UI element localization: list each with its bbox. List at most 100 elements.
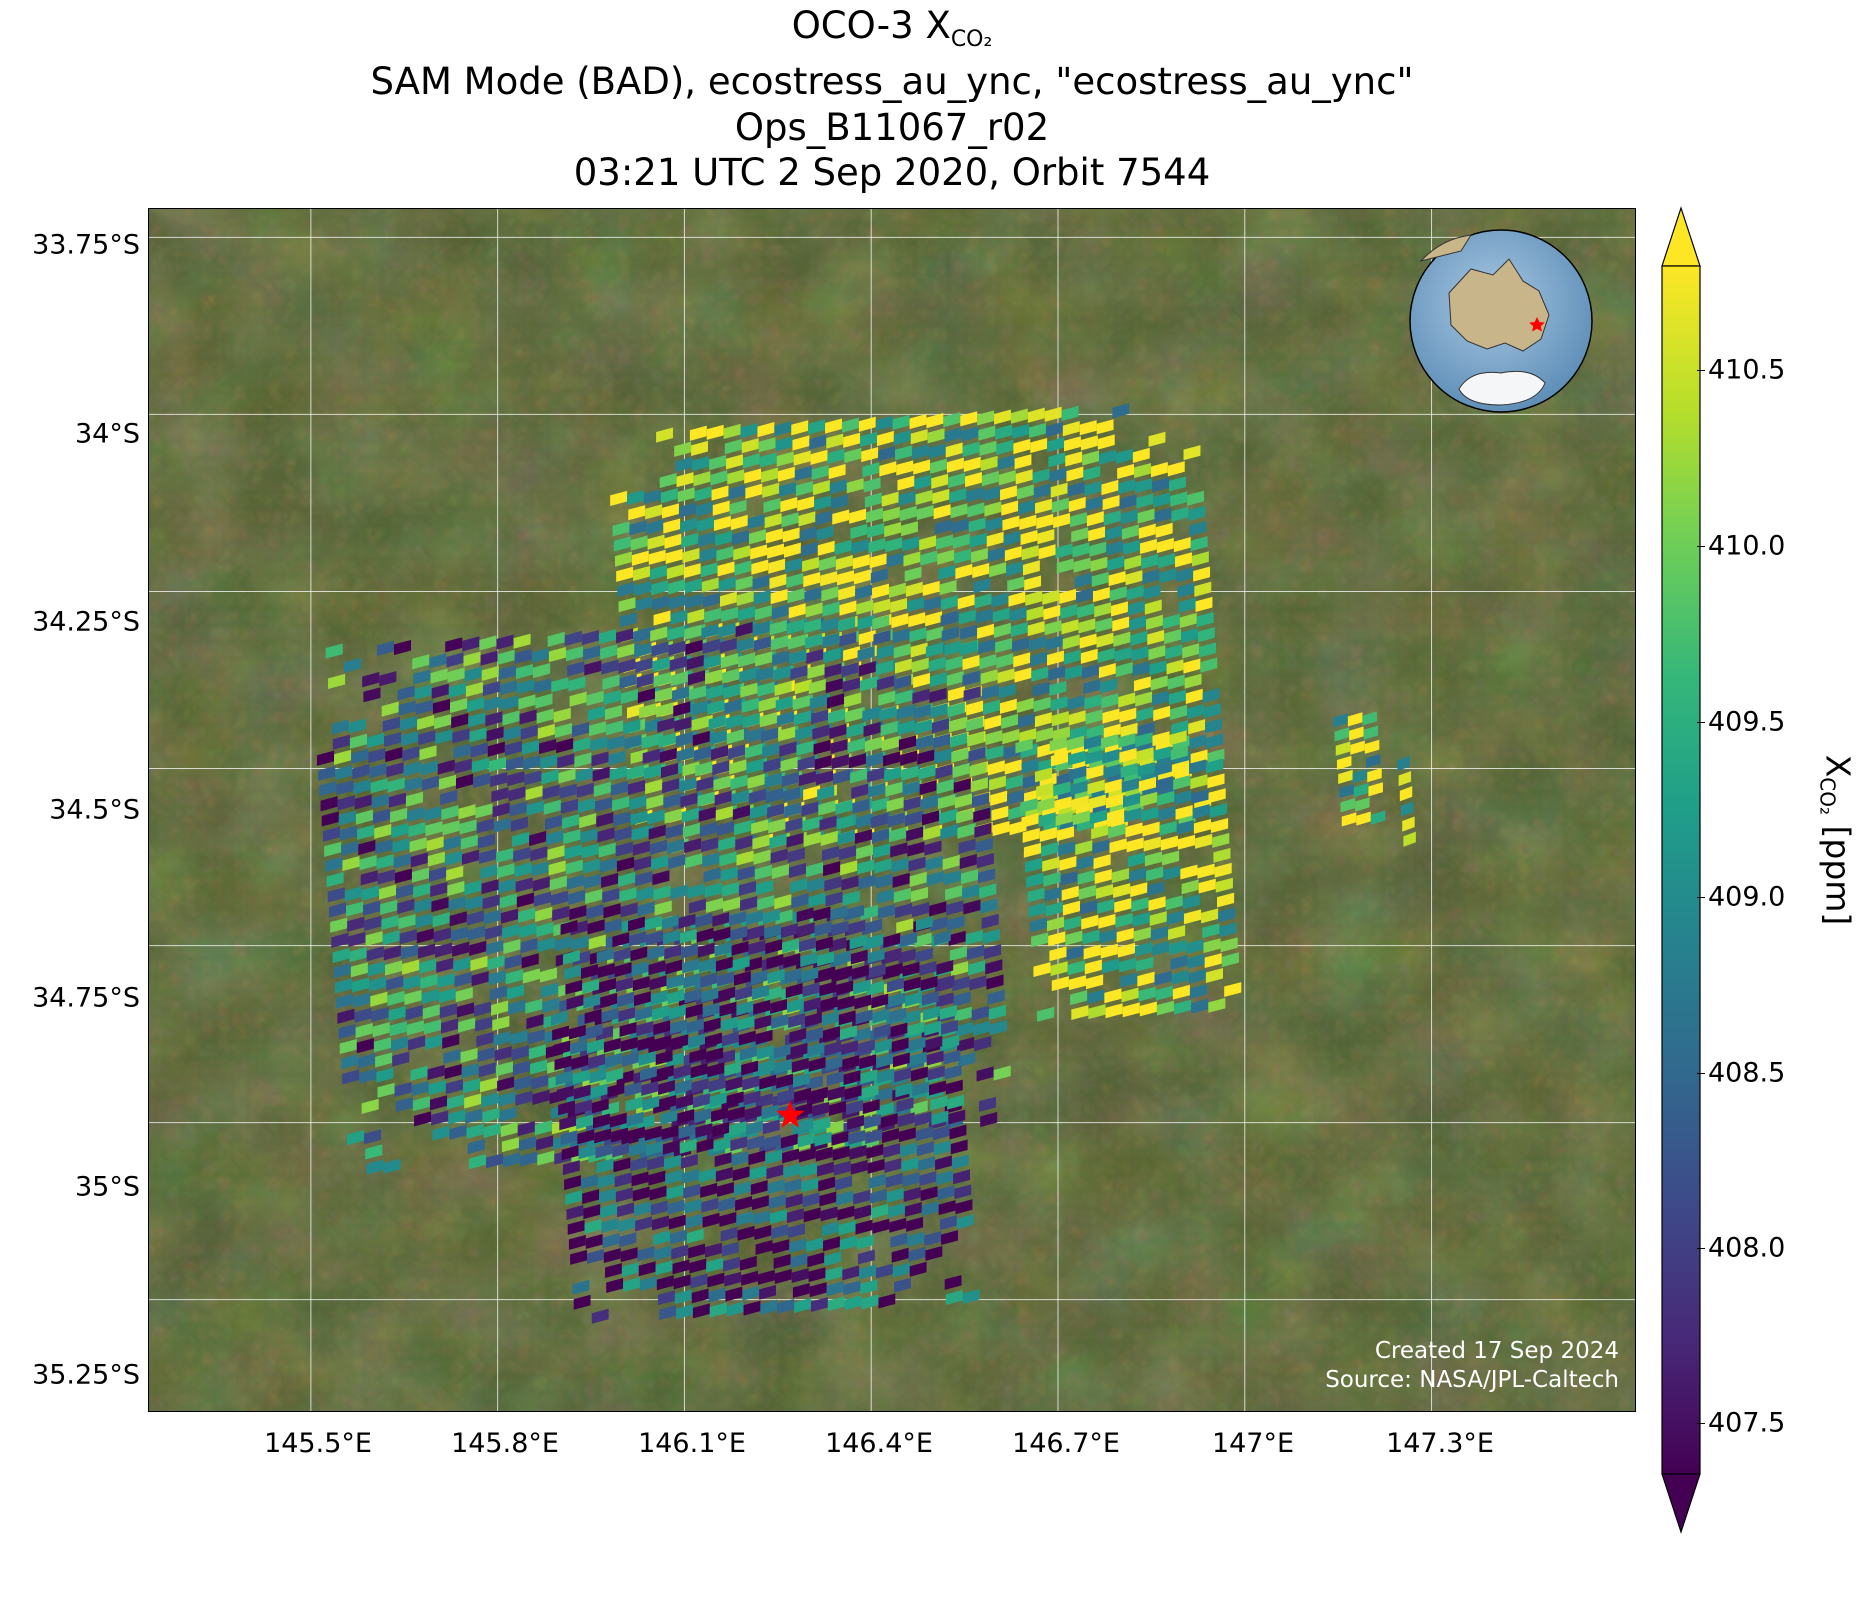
xco2-cell xyxy=(806,1237,824,1253)
xco2-cell xyxy=(1105,525,1122,541)
xco2-cell xyxy=(1079,420,1097,436)
xco2-cell xyxy=(750,1180,768,1196)
xco2-cell xyxy=(829,723,847,739)
xco2-cell xyxy=(660,762,679,779)
xco2-cell xyxy=(944,427,962,443)
xco2-cell xyxy=(797,496,815,512)
xco2-cell xyxy=(730,1136,748,1152)
xco2-cell xyxy=(1061,885,1079,901)
lat-tick-label: 33.75°S xyxy=(32,229,140,261)
xco2-cell xyxy=(858,416,876,432)
xco2-cell xyxy=(645,504,663,520)
xco2-cell xyxy=(892,628,910,644)
xco2-cell xyxy=(1045,635,1063,651)
xco2-cell xyxy=(879,705,897,721)
xco2-cell xyxy=(736,590,754,606)
xco2-cell xyxy=(805,1075,823,1091)
xco2-cell xyxy=(904,566,922,582)
xco2-cell xyxy=(723,896,741,913)
xco2-cell xyxy=(1138,523,1156,539)
xco2-cell xyxy=(794,465,812,481)
xco2-cell xyxy=(1203,938,1221,954)
xco2-cell xyxy=(1111,868,1129,884)
map-panel[interactable]: Created 17 Sep 2024 Source: NASA/JPL-Cal… xyxy=(148,208,1636,1412)
xco2-cell xyxy=(714,941,732,957)
xco2-cell xyxy=(665,823,683,839)
xco2-cell xyxy=(1165,644,1183,660)
xco2-cell xyxy=(951,961,969,977)
xco2-cell xyxy=(536,921,554,938)
xco2-cell xyxy=(811,1086,828,1102)
xco2-cell xyxy=(968,746,986,762)
xco2-cell xyxy=(727,1106,745,1122)
xco2-cell xyxy=(1116,927,1134,943)
xco2-cell xyxy=(900,1142,918,1158)
xco2-cell xyxy=(873,598,891,614)
xco2-cell xyxy=(897,1112,915,1128)
xco2-cell xyxy=(875,660,893,676)
xco2-cell xyxy=(1037,529,1055,545)
xco2-cell xyxy=(823,1236,840,1252)
xco2-cell xyxy=(1115,912,1133,928)
xco2-cell xyxy=(1138,986,1156,1002)
xco2-cell xyxy=(788,603,806,619)
xco2-cell xyxy=(519,922,537,939)
xco2-cell xyxy=(1061,619,1079,635)
xco2-cell xyxy=(1018,499,1036,515)
xco2-cell xyxy=(937,549,955,565)
xco2-cell xyxy=(947,1094,964,1110)
xco2-cell xyxy=(369,763,387,779)
xco2-cell xyxy=(521,953,539,969)
xco2-cell xyxy=(703,654,721,670)
xco2-cell xyxy=(855,584,873,600)
xco2-cell xyxy=(479,635,497,651)
xco2-cell xyxy=(1118,733,1136,749)
xco2-cell xyxy=(667,625,685,641)
xco2-cell xyxy=(920,550,938,566)
xco2-cell xyxy=(1043,871,1061,887)
xco2-cell xyxy=(1036,513,1054,530)
xco2-cell xyxy=(936,960,954,976)
xco2-cell xyxy=(1088,794,1106,810)
xco2-cell xyxy=(795,725,813,741)
xco2-cell xyxy=(989,775,1006,791)
xco2-cell xyxy=(603,689,621,705)
xco2-cell xyxy=(1195,833,1213,849)
xco2-cell xyxy=(955,1021,973,1037)
xco2-cell xyxy=(384,960,403,976)
xco2-cell xyxy=(776,451,794,467)
xco2-cell xyxy=(736,1000,754,1016)
xco2-cell xyxy=(458,1017,476,1033)
xco2-cell xyxy=(734,560,752,576)
xco2-cell xyxy=(1068,975,1087,991)
xco2-cell xyxy=(658,1290,675,1306)
xco2-cell xyxy=(726,1301,744,1317)
xco2-cell xyxy=(427,1064,445,1081)
xco2-cell xyxy=(747,513,765,530)
xco2-cell xyxy=(914,932,932,948)
xco2-cell xyxy=(405,1005,423,1021)
xco2-cell xyxy=(1079,633,1097,649)
xco2-cell xyxy=(731,789,749,805)
xco2-cell xyxy=(634,642,652,658)
xco2-cell xyxy=(481,1092,499,1108)
xco2-cell xyxy=(705,1242,722,1258)
xco2-cell xyxy=(569,691,587,707)
xco2-cell xyxy=(927,1065,945,1081)
xco2-cell xyxy=(502,923,520,939)
xco2-cell xyxy=(927,428,945,444)
xco2-cell xyxy=(1042,856,1060,872)
xco2-cell xyxy=(573,1294,591,1310)
xco2-cell xyxy=(454,758,472,774)
xco2-cell xyxy=(709,729,727,746)
xco2-cell xyxy=(1086,764,1104,780)
xco2-cell xyxy=(588,934,606,950)
xco2-cell xyxy=(475,1016,493,1032)
xco2-cell xyxy=(586,690,604,706)
xco2-cell xyxy=(990,790,1008,806)
xco2-cell xyxy=(838,585,856,601)
xco2-cell xyxy=(866,980,884,996)
xco2-cell xyxy=(565,859,583,875)
xco2-cell xyxy=(553,1040,571,1056)
xco2-cell xyxy=(732,955,750,971)
